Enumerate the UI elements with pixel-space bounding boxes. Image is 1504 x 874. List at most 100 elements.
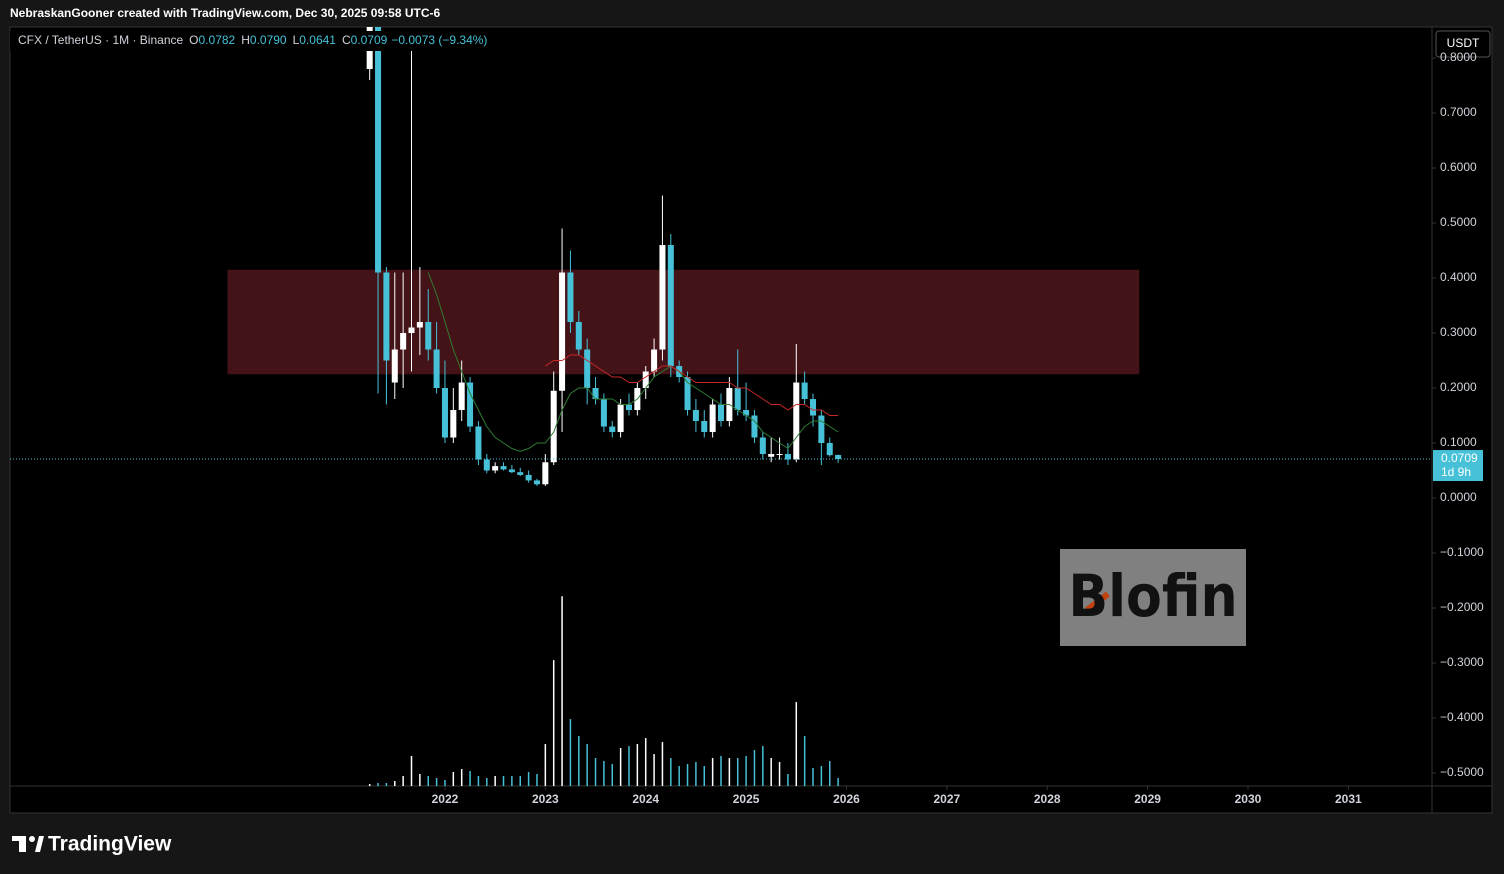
y-tick-label: 0.4000 — [1440, 270, 1477, 284]
y-tick-label: 0.1000 — [1440, 435, 1477, 449]
x-tick-label: 2029 — [1134, 792, 1161, 806]
ohlc-value: 0.0790 — [250, 33, 287, 47]
candle-body — [793, 382, 800, 460]
candle-body — [835, 455, 842, 460]
candle-body — [383, 272, 390, 361]
footer-logo-icon — [12, 836, 44, 852]
ohlc-label: H — [241, 33, 250, 47]
candle-body — [475, 426, 482, 460]
watermark-box — [1060, 549, 1246, 646]
x-tick-label: 2023 — [532, 792, 559, 806]
candle-body — [609, 426, 616, 433]
y-tick-label: −0.1000 — [1440, 545, 1484, 559]
price-tag — [1433, 450, 1483, 482]
ohlc-label: C — [342, 33, 351, 47]
candle-body — [400, 333, 407, 350]
candle-body — [659, 245, 666, 350]
candle-body — [651, 349, 658, 372]
ohlc-value: 0.0641 — [299, 33, 336, 47]
candle-body — [826, 443, 833, 456]
y-tick-label: 0.0000 — [1440, 490, 1477, 504]
candle-body — [408, 327, 415, 334]
candle-body — [751, 415, 758, 438]
candle-body — [458, 382, 465, 411]
candle-body — [692, 410, 699, 422]
candle-body — [567, 272, 574, 323]
change: −0.0073 (−9.34%) — [391, 33, 487, 47]
candle-body — [575, 322, 582, 350]
candle-body — [743, 410, 750, 416]
ohlc-value: 0.0782 — [199, 33, 236, 47]
y-tick-label: 0.5000 — [1440, 215, 1477, 229]
candle-body — [542, 462, 549, 485]
candle-body — [625, 404, 632, 411]
candle-body — [508, 469, 515, 473]
candle-body — [642, 371, 649, 389]
y-tick-label: −0.4000 — [1440, 710, 1484, 724]
candle-body — [717, 404, 725, 422]
x-tick-label: 2024 — [632, 792, 659, 806]
x-tick-label: 2028 — [1034, 792, 1061, 806]
candle-body — [784, 454, 791, 460]
watermark: Blofin — [1068, 562, 1237, 630]
overlay: CFX / TetherUS · 1M · Binance O0.0782 H0.0… — [10, 30, 1491, 856]
footer-logo: TradingView — [48, 833, 172, 856]
zone — [227, 269, 1140, 375]
attribution: NebraskanGooner created with TradingView… — [10, 6, 440, 20]
y-tick-label: −0.3000 — [1440, 655, 1484, 669]
candle-body — [667, 245, 674, 367]
candle-body — [810, 399, 817, 416]
legend-bg — [10, 31, 510, 51]
symbol: CFX / TetherUS · 1M · Binance — [18, 33, 183, 47]
x-tick-label: 2027 — [933, 792, 960, 806]
candle-body — [483, 459, 490, 471]
candle-body — [684, 377, 691, 411]
x-tick-label: 2022 — [432, 792, 459, 806]
candle-body — [425, 322, 432, 350]
y-tick-label: 0.6000 — [1440, 160, 1477, 174]
price-tag-value: 0.0709 — [1441, 451, 1478, 465]
candle-body — [391, 349, 398, 383]
ohlc-value: 0.0709 — [351, 33, 388, 47]
candle-body — [701, 421, 708, 433]
candle-body — [433, 349, 440, 389]
y-tick-label: −0.2000 — [1440, 600, 1484, 614]
ohlc-label: O — [189, 33, 198, 47]
candle-body — [550, 390, 557, 463]
chart-frame — [9, 26, 1493, 814]
candle-body — [759, 437, 766, 455]
candle-body — [818, 415, 825, 444]
candle-body — [416, 322, 423, 328]
candle-body — [525, 474, 532, 481]
candle-body — [450, 410, 457, 438]
candle-body — [492, 466, 499, 471]
x-tick-label: 2031 — [1335, 792, 1362, 806]
candle-body — [584, 349, 591, 389]
candle-body — [801, 382, 808, 400]
x-tick-label: 2025 — [733, 792, 760, 806]
candle-body — [734, 388, 741, 411]
candle-body — [533, 480, 540, 485]
candle-body — [600, 399, 607, 427]
candle-body — [617, 404, 624, 433]
candle-body — [592, 388, 599, 400]
candle-body — [467, 382, 474, 427]
y-tick-label: 0.7000 — [1440, 105, 1477, 119]
y-tick-label: 0.8000 — [1440, 50, 1477, 64]
candle-body — [500, 466, 507, 470]
currency-button[interactable] — [1435, 30, 1491, 58]
candle-body — [375, 27, 382, 273]
candle-body — [441, 388, 448, 438]
legend: CFX / TetherUS · 1M · Binance O0.0782 H0.0… — [18, 33, 487, 47]
x-tick-label: 2026 — [833, 792, 860, 806]
candle-body — [709, 404, 716, 433]
candle-body — [517, 472, 524, 475]
currency-label[interactable]: USDT — [1447, 36, 1480, 50]
price-tag-countdown: 1d 9h — [1441, 465, 1471, 479]
candle-body — [776, 454, 783, 456]
candle-body — [559, 272, 566, 391]
moving-average — [545, 354, 839, 416]
candle-body — [768, 454, 775, 457]
y-tick-label: −0.5000 — [1440, 765, 1484, 779]
